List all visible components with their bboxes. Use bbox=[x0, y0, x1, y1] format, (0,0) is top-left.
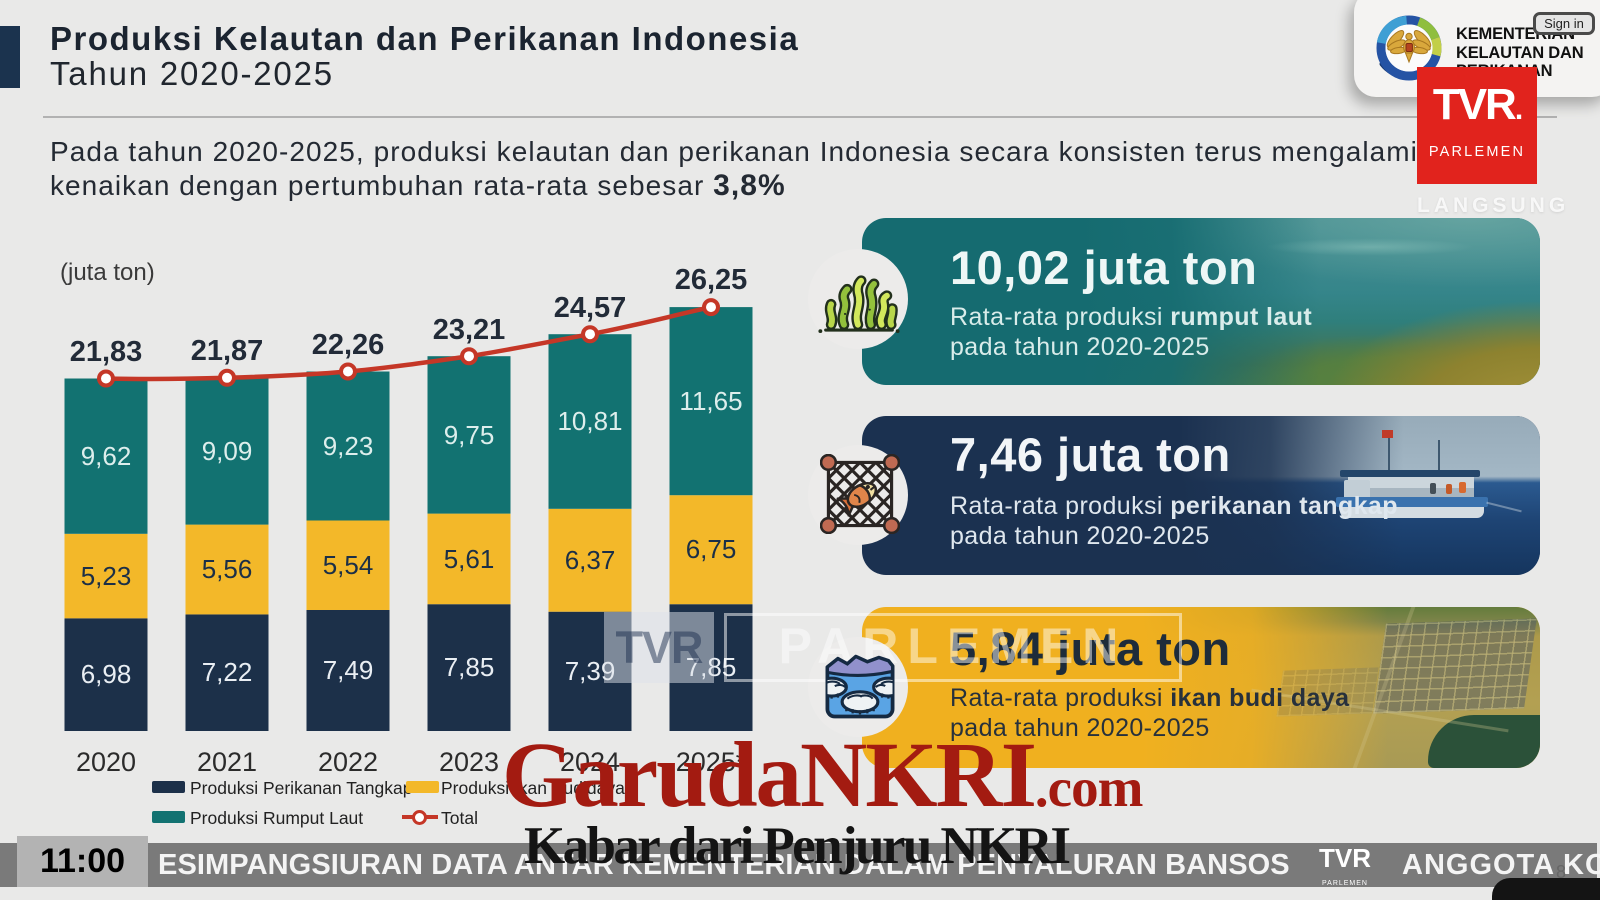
svg-text:24,57: 24,57 bbox=[554, 292, 627, 324]
svg-text:22,26: 22,26 bbox=[312, 329, 385, 361]
svg-text:2023: 2023 bbox=[439, 747, 499, 777]
svg-text:6,98: 6,98 bbox=[81, 659, 132, 689]
svg-text:9,23: 9,23 bbox=[323, 431, 374, 461]
svg-text:2020: 2020 bbox=[76, 747, 136, 777]
svg-text:10,81: 10,81 bbox=[557, 406, 622, 436]
svg-text:9,75: 9,75 bbox=[444, 420, 495, 450]
svg-text:11,65: 11,65 bbox=[679, 386, 742, 416]
svg-text:9,62: 9,62 bbox=[81, 441, 132, 471]
svg-text:9,09: 9,09 bbox=[202, 436, 253, 466]
svg-text:5,56: 5,56 bbox=[202, 554, 253, 584]
svg-text:(juta ton): (juta ton) bbox=[60, 259, 155, 286]
svg-text:5,61: 5,61 bbox=[444, 544, 495, 574]
svg-text:5,54: 5,54 bbox=[323, 550, 374, 580]
svg-text:2021: 2021 bbox=[197, 747, 257, 777]
svg-text:7,49: 7,49 bbox=[323, 655, 374, 685]
svg-text:7,85: 7,85 bbox=[444, 652, 495, 682]
svg-text:23,21: 23,21 bbox=[433, 314, 506, 346]
svg-text:2025*: 2025* bbox=[676, 747, 747, 777]
svg-text:2022: 2022 bbox=[318, 747, 378, 777]
svg-text:5,23: 5,23 bbox=[81, 561, 132, 591]
svg-text:21,83: 21,83 bbox=[70, 336, 143, 368]
svg-text:6,75: 6,75 bbox=[686, 534, 737, 564]
svg-text:2024: 2024 bbox=[560, 747, 620, 777]
svg-text:21,87: 21,87 bbox=[191, 335, 264, 367]
svg-text:6,37: 6,37 bbox=[565, 545, 616, 575]
svg-text:7,22: 7,22 bbox=[202, 657, 253, 687]
svg-text:26,25: 26,25 bbox=[675, 264, 748, 296]
